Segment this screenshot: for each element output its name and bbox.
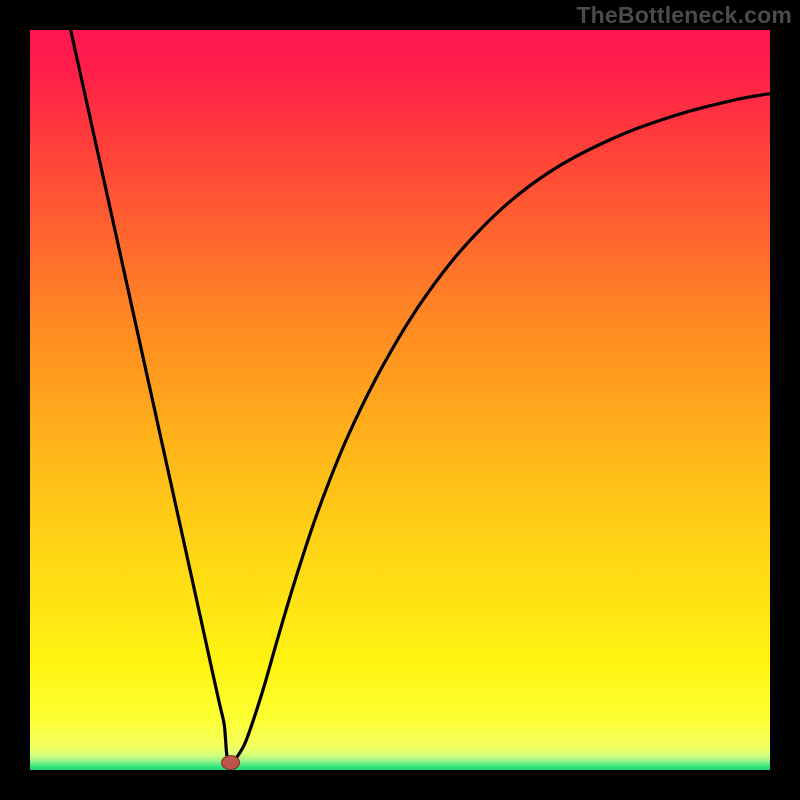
plot-area — [30, 30, 770, 770]
chart-svg — [30, 30, 770, 770]
minimum-marker — [222, 756, 240, 770]
gradient-background — [30, 30, 770, 770]
watermark-text: TheBottleneck.com — [576, 2, 792, 29]
